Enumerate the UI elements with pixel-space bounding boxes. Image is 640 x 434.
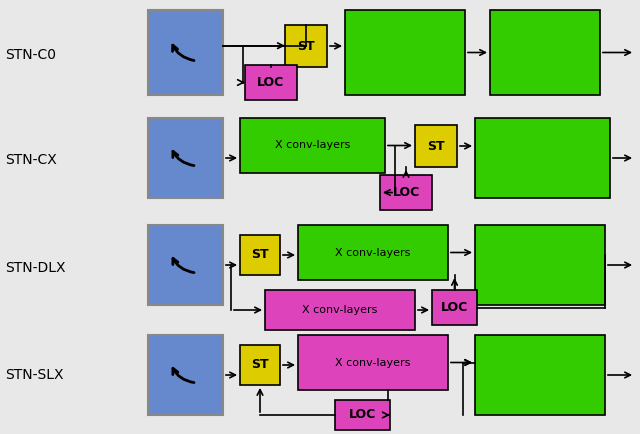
Text: ST: ST xyxy=(251,358,269,372)
Text: ST: ST xyxy=(251,249,269,262)
Bar xyxy=(298,335,448,390)
Bar xyxy=(380,175,432,210)
Bar xyxy=(240,118,385,173)
Text: X conv-layers: X conv-layers xyxy=(335,358,411,368)
Bar xyxy=(285,25,327,67)
Bar xyxy=(148,225,223,305)
Text: LOC: LOC xyxy=(349,408,376,421)
Text: ST: ST xyxy=(297,39,315,53)
Bar xyxy=(298,225,448,280)
Bar xyxy=(240,345,280,385)
Text: X conv-layers: X conv-layers xyxy=(275,141,350,151)
Bar xyxy=(245,65,297,100)
Text: STN-DLX: STN-DLX xyxy=(5,261,65,275)
Text: LOC: LOC xyxy=(392,186,420,199)
Text: X conv-layers: X conv-layers xyxy=(302,305,378,315)
Text: X conv-layers: X conv-layers xyxy=(335,247,411,257)
Bar xyxy=(432,290,477,325)
Text: STN-C0: STN-C0 xyxy=(5,48,56,62)
Bar xyxy=(335,400,390,430)
Bar xyxy=(475,225,605,305)
Text: LOC: LOC xyxy=(257,76,285,89)
Bar xyxy=(475,118,610,198)
Bar xyxy=(475,335,605,415)
Text: ST: ST xyxy=(427,139,445,152)
Bar xyxy=(415,125,457,167)
Bar xyxy=(490,10,600,95)
Bar xyxy=(148,10,223,95)
Bar xyxy=(148,118,223,198)
Text: STN-SLX: STN-SLX xyxy=(5,368,63,382)
Bar xyxy=(345,10,465,95)
Text: LOC: LOC xyxy=(441,301,468,314)
Bar xyxy=(240,235,280,275)
Bar xyxy=(148,335,223,415)
Bar xyxy=(265,290,415,330)
Text: STN-CX: STN-CX xyxy=(5,153,57,167)
